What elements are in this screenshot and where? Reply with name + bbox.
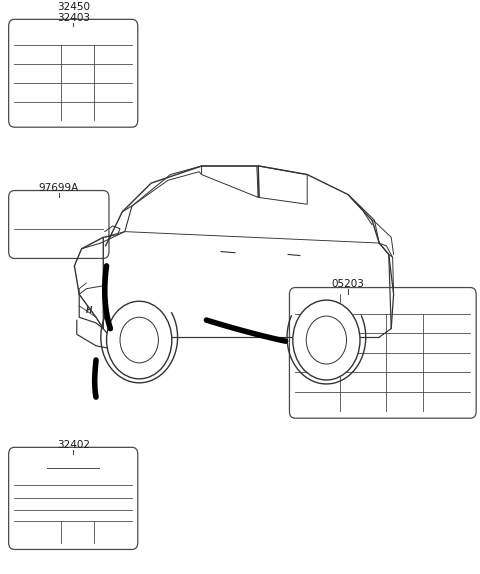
FancyBboxPatch shape: [9, 191, 109, 258]
Circle shape: [107, 301, 172, 379]
Text: 32402: 32402: [57, 440, 90, 449]
Text: 32450: 32450: [57, 2, 90, 12]
Text: H: H: [85, 306, 92, 315]
Text: 32403: 32403: [57, 13, 90, 24]
FancyBboxPatch shape: [9, 447, 138, 549]
FancyBboxPatch shape: [9, 20, 138, 127]
Circle shape: [293, 300, 360, 380]
Circle shape: [306, 316, 347, 364]
Text: 97699A: 97699A: [39, 183, 79, 193]
Circle shape: [120, 317, 158, 363]
Text: 05203: 05203: [331, 279, 364, 289]
FancyBboxPatch shape: [289, 288, 476, 418]
